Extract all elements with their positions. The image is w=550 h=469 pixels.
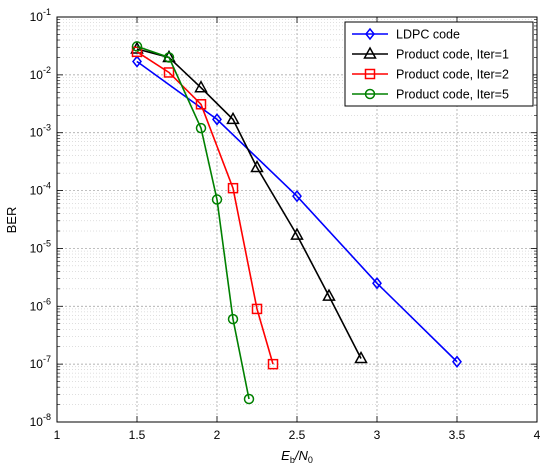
- y-tick-exponent: -8: [43, 412, 51, 422]
- series-3: [131, 41, 255, 405]
- y-tick-exponent: -4: [43, 181, 51, 191]
- y-tick-exponent: -5: [43, 238, 51, 248]
- data-point: [132, 55, 142, 68]
- x-tick-label: 4: [534, 428, 541, 442]
- y-tick-label: 10-5: [30, 238, 51, 255]
- ticks-layer: [56, 16, 538, 423]
- data-point: [131, 41, 143, 52]
- series-layer: [130, 41, 462, 405]
- data-point: [452, 355, 462, 368]
- series-0: [132, 55, 462, 368]
- data-point: [243, 393, 255, 405]
- data-point: [290, 227, 304, 240]
- y-tick-label: 10-6: [30, 296, 51, 313]
- x-tick-label: 2.5: [289, 428, 306, 442]
- data-point: [250, 159, 264, 173]
- legend-entry-label: LDPC code: [396, 28, 460, 42]
- legend-entry-label: Product code, Iter=1: [396, 48, 509, 62]
- y-tick-exponent: -1: [43, 7, 51, 17]
- data-point: [195, 122, 207, 134]
- data-point: [194, 80, 208, 93]
- x-axis-label-slash: /N: [294, 448, 309, 463]
- y-tick-label: 10-2: [30, 65, 51, 82]
- data-point: [226, 111, 240, 125]
- data-point: [131, 46, 143, 58]
- y-tick-label: 10-4: [30, 181, 51, 198]
- data-point: [227, 182, 239, 194]
- data-point: [163, 67, 175, 78]
- y-tick-base: 10: [30, 184, 44, 198]
- y-tick-label: 10-1: [30, 7, 51, 24]
- legend-entry-label: Product code, Iter=2: [396, 68, 509, 82]
- y-tick-exponent: -7: [43, 354, 51, 364]
- data-point: [212, 113, 222, 126]
- y-tick-label: 10-8: [30, 412, 51, 429]
- data-point: [267, 358, 279, 370]
- y-tick-base: 10: [30, 10, 44, 24]
- series-line: [136, 60, 458, 363]
- y-tick-base: 10: [30, 241, 44, 255]
- series-line: [136, 48, 362, 359]
- y-tick-exponent: -3: [43, 123, 51, 133]
- data-point: [211, 194, 223, 205]
- y-tick-base: 10: [30, 415, 44, 429]
- series-2: [131, 46, 279, 370]
- data-point: [354, 350, 368, 364]
- y-axis-label: BER: [4, 207, 19, 234]
- legend-marker: [364, 68, 376, 80]
- y-tick-label: 10-7: [30, 354, 51, 371]
- x-axis-label-main: E: [281, 448, 290, 463]
- data-point: [292, 189, 302, 203]
- x-axis-label: Eb/N0: [281, 448, 313, 465]
- data-point: [195, 99, 207, 110]
- x-tick-labels: 1 1.5 2 2.5 3 3.5 4: [54, 428, 541, 442]
- x-tick-label: 1: [54, 428, 61, 442]
- y-tick-base: 10: [30, 357, 44, 371]
- x-axis-label-sub1: b: [290, 455, 295, 465]
- legend-entry-label: Product code, Iter=5: [396, 88, 509, 102]
- y-tick-labels: 10-810-710-610-510-410-310-210-1: [30, 7, 51, 429]
- y-tick-base: 10: [30, 299, 44, 313]
- y-tick-exponent: -2: [43, 65, 51, 75]
- legend: LDPC code Product code, Iter=1 Product cod…: [344, 21, 534, 107]
- series-line: [136, 51, 274, 365]
- data-point: [251, 303, 263, 315]
- x-tick-label: 3: [374, 428, 381, 442]
- legend-marker: [363, 46, 377, 59]
- legend-marker: [365, 27, 375, 41]
- x-tick-label: 3.5: [449, 428, 466, 442]
- y-tick-base: 10: [30, 68, 44, 82]
- series-line: [136, 45, 250, 400]
- y-tick-base: 10: [30, 126, 44, 140]
- data-point: [322, 288, 336, 301]
- x-axis-label-sub2: 0: [308, 455, 313, 465]
- legend-marker: [364, 88, 376, 100]
- x-tick-label: 1.5: [129, 428, 146, 442]
- legend-box: [344, 21, 534, 107]
- data-point: [227, 313, 239, 325]
- y-tick-label: 10-3: [30, 123, 51, 140]
- data-point: [372, 277, 382, 290]
- y-tick-exponent: -6: [43, 296, 51, 306]
- data-point: [163, 52, 175, 63]
- series-1: [130, 41, 368, 364]
- x-tick-label: 2: [214, 428, 221, 442]
